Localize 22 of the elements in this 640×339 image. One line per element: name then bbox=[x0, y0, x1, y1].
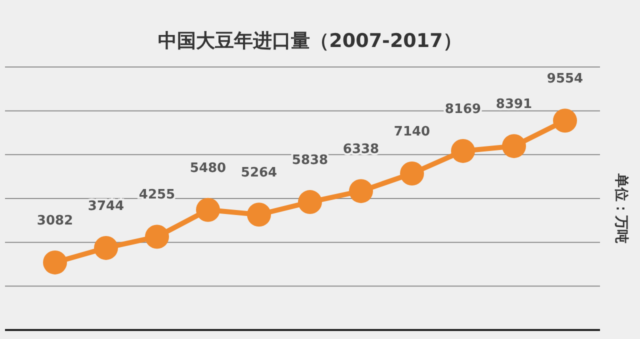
point bbox=[43, 250, 67, 274]
data-label: 5480 bbox=[190, 160, 226, 176]
point bbox=[145, 224, 169, 249]
point bbox=[298, 190, 322, 214]
point bbox=[502, 134, 526, 158]
y-axis-title: 单位：万吨 bbox=[613, 172, 629, 244]
data-label: 3082 bbox=[36, 213, 74, 228]
data-label: 5838 bbox=[292, 153, 328, 168]
point bbox=[451, 138, 475, 163]
chart-title: 中国大豆年进口量（2007-2017） bbox=[158, 30, 462, 52]
point bbox=[349, 179, 373, 204]
data-label: 9554 bbox=[546, 72, 584, 87]
point bbox=[94, 236, 118, 260]
point bbox=[196, 198, 220, 222]
point bbox=[400, 162, 424, 186]
data-label: 8391 bbox=[496, 97, 532, 112]
point bbox=[553, 108, 577, 133]
data-label: 7140 bbox=[394, 124, 430, 140]
data-label: 3744 bbox=[88, 198, 124, 214]
data-label: 5264 bbox=[240, 166, 278, 181]
point bbox=[247, 202, 271, 227]
data-label: 6338 bbox=[342, 142, 380, 158]
